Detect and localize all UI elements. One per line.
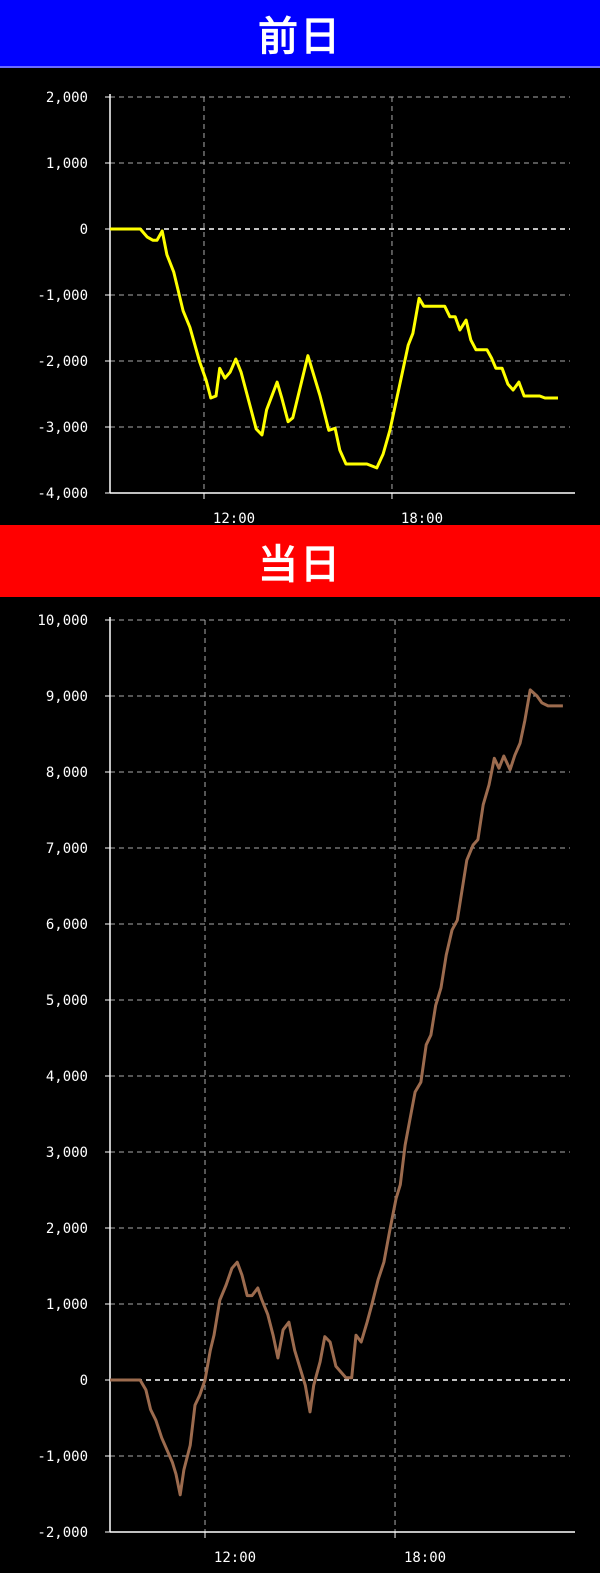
y-tick-label: -1,000 (37, 1449, 88, 1465)
y-tick-label: 0 (80, 222, 88, 238)
x-tick-label: 12:00 (213, 511, 255, 525)
previous-day-chart: 2,000 1,000 0 -1,000 -2,000 -3,000 -4,000 12:00… (37, 90, 575, 525)
y-tick-label: 9,000 (46, 689, 88, 705)
x-tick-label: 18:00 (401, 511, 443, 525)
y-tick-label: -3,000 (37, 420, 88, 436)
y-tick-label: 7,000 (46, 841, 88, 857)
y-tick-label: 2,000 (46, 1221, 88, 1237)
current-day-chart: 10,000 9,000 8,000 7,000 6,000 5,000 4,000 3,00… (37, 613, 575, 1566)
series-line (110, 688, 563, 1497)
y-tick-label: 1,000 (46, 1297, 88, 1313)
previous-day-header: 前日 (0, 0, 600, 68)
y-tick-label: 1,000 (46, 156, 88, 172)
y-tick-label: 4,000 (46, 1069, 88, 1085)
y-tick-label: 3,000 (46, 1145, 88, 1161)
current-day-header: 当日 (0, 525, 600, 597)
y-tick-label: -1,000 (37, 288, 88, 304)
series-line (110, 227, 558, 470)
y-tick-label: -2,000 (37, 1525, 88, 1541)
y-tick-label: -4,000 (37, 486, 88, 502)
y-tick-label: 8,000 (46, 765, 88, 781)
y-tick-label: 0 (80, 1373, 88, 1389)
y-tick-label: 10,000 (37, 613, 88, 629)
y-tick-label: 5,000 (46, 993, 88, 1009)
y-tick-label: -2,000 (37, 354, 88, 370)
y-tick-label: 6,000 (46, 917, 88, 933)
x-tick-label: 18:00 (404, 1550, 446, 1566)
x-tick-label: 12:00 (214, 1550, 256, 1566)
y-tick-label: 2,000 (46, 90, 88, 106)
